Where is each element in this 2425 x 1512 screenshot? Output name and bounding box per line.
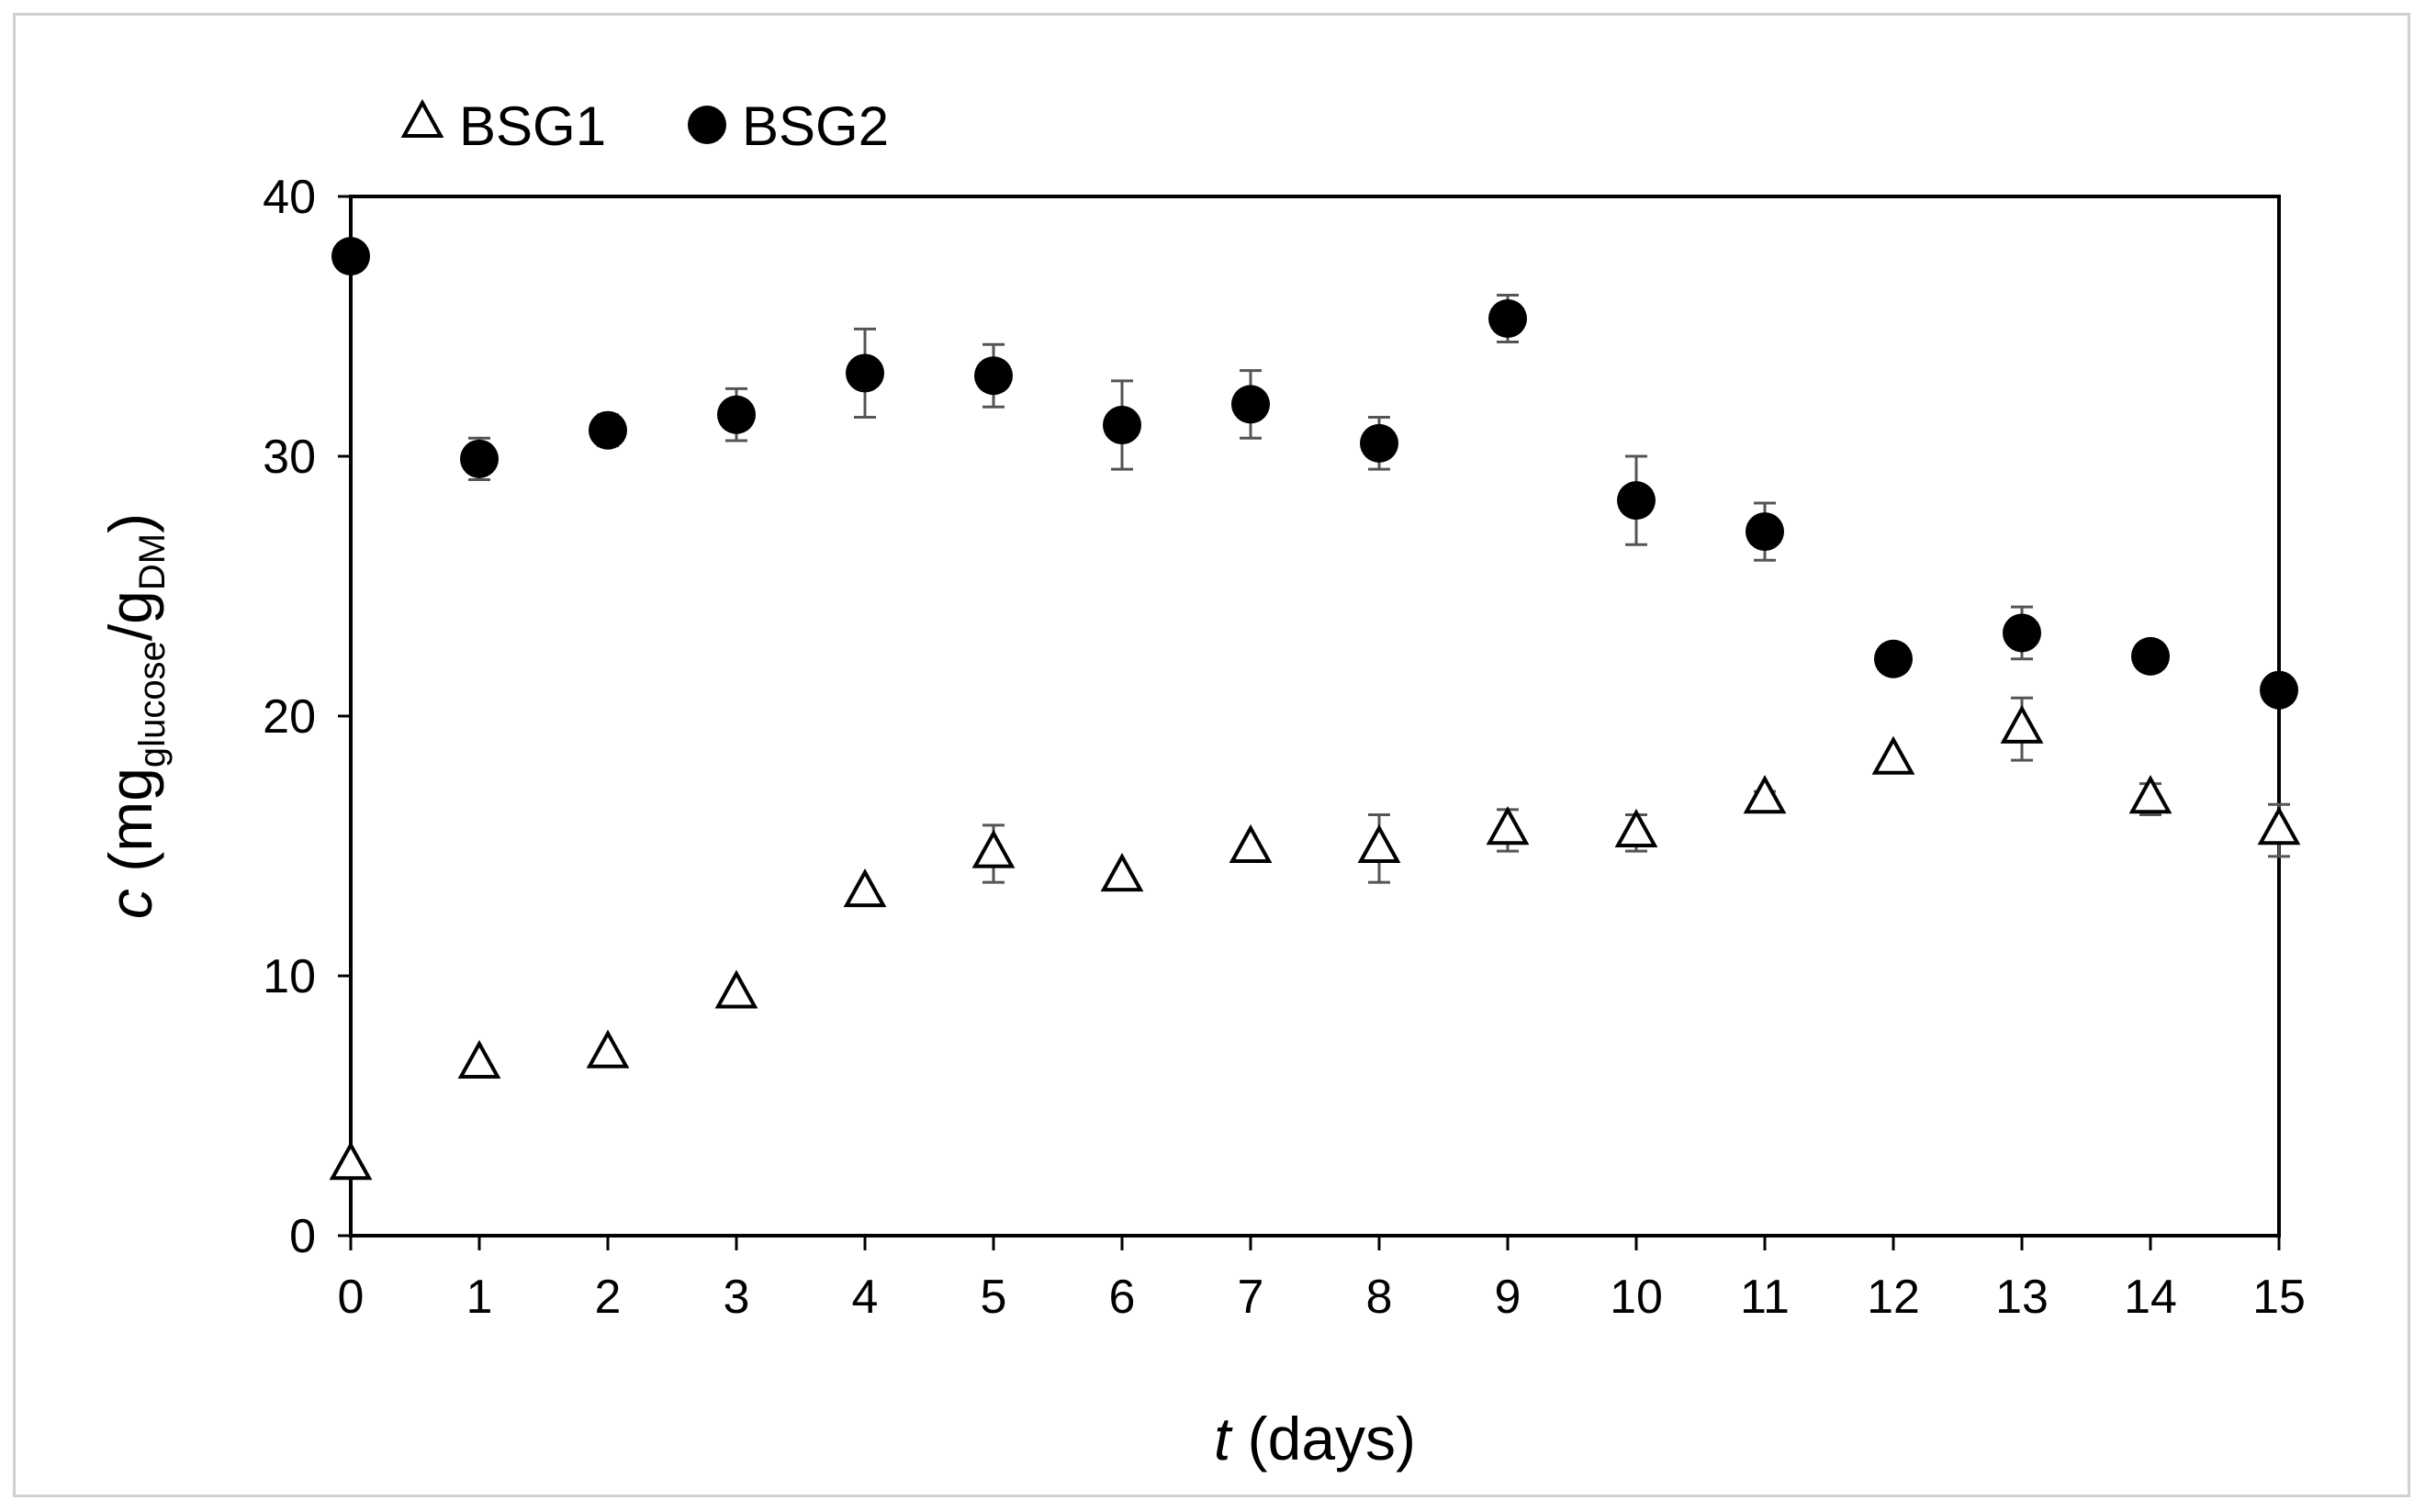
y-tick-label: 40: [263, 171, 316, 224]
x-tick-label: 13: [1995, 1271, 2049, 1324]
series-layer: [329, 237, 2301, 1181]
y-tick-label: 30: [263, 431, 316, 484]
x-tick-label: 0: [338, 1271, 365, 1324]
data-point-bsg2: [717, 395, 756, 434]
data-point-bsg1: [1743, 775, 1787, 814]
data-point-bsg2: [1360, 423, 1398, 463]
x-tick-label: 11: [1740, 1271, 1790, 1324]
x-tick-label: 5: [981, 1271, 1007, 1324]
x-tick-label: 10: [1610, 1271, 1663, 1324]
series-bsg2: [331, 237, 2298, 710]
data-point-bsg1: [714, 969, 758, 1009]
data-point-bsg2: [589, 410, 627, 450]
x-tick-label: 9: [1495, 1271, 1521, 1324]
legend-marker-bsg1: [400, 98, 444, 138]
x-tick-label: 4: [852, 1271, 879, 1324]
data-point-bsg2: [974, 356, 1013, 396]
x-tick-label: 3: [724, 1271, 750, 1324]
data-point-bsg1: [971, 829, 1016, 868]
data-point-bsg1: [1357, 823, 1401, 864]
series-bsg1: [329, 696, 2301, 1181]
legend-marker-bsg2: [688, 106, 726, 144]
data-point-bsg1: [586, 1029, 630, 1069]
y-tick-label: 20: [263, 690, 316, 744]
data-point-bsg2: [1488, 299, 1527, 339]
data-point-bsg1: [843, 868, 887, 908]
data-point-bsg1: [1486, 806, 1530, 846]
data-point-bsg1: [457, 1039, 501, 1079]
data-point-bsg2: [1231, 385, 1270, 424]
x-tick-label: 8: [1366, 1271, 1393, 1324]
data-point-bsg2: [1746, 512, 1784, 552]
data-point-bsg1: [2257, 806, 2301, 846]
x-tick-label: 15: [2252, 1271, 2306, 1324]
data-point-bsg1: [2128, 775, 2172, 814]
legend-label-bsg2: BSG2: [742, 95, 889, 157]
data-point-bsg2: [1103, 406, 1141, 445]
data-point-bsg2: [846, 353, 884, 393]
y-axis-ticks: 0 10 20 30 40: [263, 171, 351, 1263]
data-point-bsg2: [460, 439, 499, 478]
x-tick-label: 14: [2124, 1271, 2177, 1324]
data-point-bsg2: [1617, 481, 1656, 521]
data-point-bsg1: [2000, 704, 2044, 744]
data-point-bsg2: [2003, 613, 2041, 653]
x-tick-label: 6: [1109, 1271, 1136, 1324]
x-axis-title: t (days): [1214, 1405, 1416, 1473]
y-tick-label: 0: [289, 1210, 316, 1263]
x-axis-ticks: 0 1 2 3 4 5 6 7 8 9 10 11 12 13 14 15: [338, 1236, 2306, 1324]
data-point-bsg1: [1229, 823, 1273, 864]
data-point-bsg2: [2260, 670, 2298, 710]
y-tick-label: 10: [263, 950, 316, 1003]
data-point-bsg2: [331, 237, 370, 276]
data-point-bsg1: [1871, 735, 1915, 775]
x-tick-label: 7: [1238, 1271, 1264, 1324]
legend-label-bsg1: BSG1: [459, 95, 606, 157]
x-tick-label: 12: [1867, 1271, 1920, 1324]
x-tick-label: 2: [595, 1271, 622, 1324]
data-point-bsg2: [1874, 639, 1913, 678]
data-point-bsg2: [2131, 636, 2170, 676]
data-point-bsg1: [1100, 853, 1144, 892]
data-point-bsg1: [1614, 808, 1658, 848]
x-tick-label: 1: [466, 1271, 493, 1324]
plot-area: [349, 195, 2281, 1238]
data-point-bsg1: [329, 1141, 373, 1181]
y-axis-title: c (mgglucose/gDM): [96, 513, 173, 919]
legend: BSG1 BSG2: [400, 95, 889, 157]
